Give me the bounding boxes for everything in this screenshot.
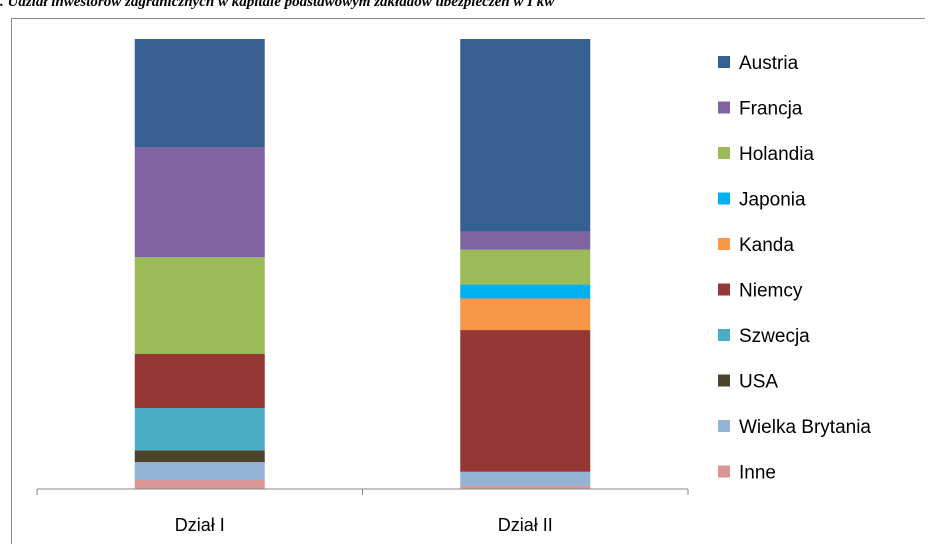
- bar-segment-francja-2: [460, 231, 591, 250]
- legend-swatch: [718, 238, 730, 250]
- legend-label: Kanda: [739, 235, 794, 256]
- bar-segment-holandia-2: [460, 249, 591, 285]
- chart-title: . Udział inwestorów zagranicznych w kapi…: [0, 0, 555, 10]
- legend-label: Japonia: [739, 190, 806, 211]
- legend-swatch: [718, 420, 730, 432]
- bar-segment-kanda-2: [460, 298, 591, 331]
- bar-segment-austria-1: [134, 39, 265, 147]
- legend-label: Inne: [739, 463, 776, 484]
- legend-label: Wielka Brytania: [739, 417, 871, 438]
- bar-segment-niemcy-1: [134, 354, 265, 408]
- legend-label: USA: [739, 372, 778, 393]
- bar-segment-szwecja-1: [134, 408, 265, 451]
- bar-segment-inne-2: [460, 485, 591, 489]
- legend-label: Niemcy: [739, 281, 803, 302]
- legend-swatch: [718, 283, 730, 296]
- bar-segment-wielka-brytania-1: [134, 462, 265, 480]
- bar-segment-austria-2: [460, 39, 591, 232]
- legend-swatch: [718, 101, 730, 114]
- chart-area: [11, 18, 925, 544]
- bar-segment-francja-1: [134, 147, 265, 258]
- bar-segment-inne-1: [134, 480, 265, 489]
- legend-swatch: [718, 147, 730, 159]
- x-tick-label: Dział II: [498, 515, 553, 535]
- legend-label: Szwecja: [739, 326, 810, 347]
- legend-swatch: [718, 329, 730, 341]
- legend-swatch: [718, 56, 730, 68]
- bars-layer: [134, 39, 591, 489]
- legend-label: Holandia: [739, 144, 814, 165]
- legend-swatch: [718, 465, 730, 478]
- legend-label: Francja: [739, 99, 803, 120]
- bar-segment-wielka-brytania-2: [460, 471, 591, 486]
- legend-swatch: [718, 374, 730, 387]
- bar-segment-usa-1: [134, 450, 265, 462]
- x-axis: Dział I Dział II: [36, 488, 689, 535]
- legend-label: Austria: [739, 53, 799, 74]
- bar-segment-holandia-1: [134, 257, 265, 354]
- x-tick-label: Dział I: [175, 515, 225, 535]
- legend-swatch: [718, 192, 730, 205]
- legend: Austria Francja Holandia Japonia Kanda Niemcy…: [718, 53, 871, 484]
- bar-segment-japonia-2: [460, 284, 591, 299]
- bar-segment-niemcy-2: [460, 330, 591, 472]
